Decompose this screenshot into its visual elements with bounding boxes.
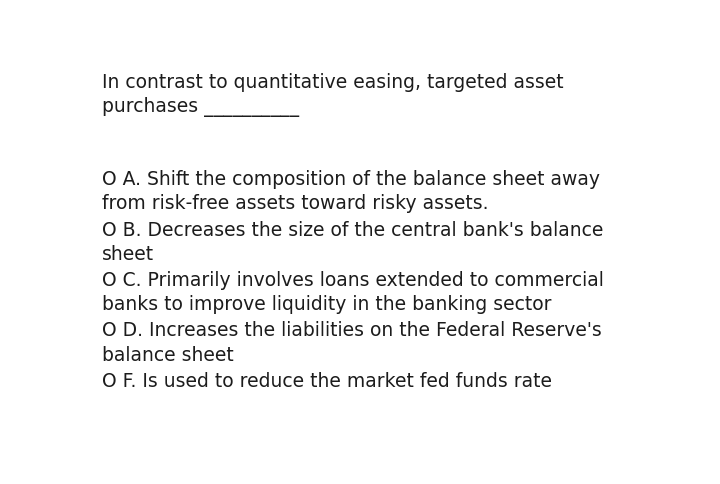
Text: O D. Increases the liabilities on the Federal Reserve's
balance sheet: O D. Increases the liabilities on the Fe… xyxy=(102,321,602,364)
Text: O F. Is used to reduce the market fed funds rate: O F. Is used to reduce the market fed fu… xyxy=(102,371,552,390)
Text: O B. Decreases the size of the central bank's balance
sheet: O B. Decreases the size of the central b… xyxy=(102,220,603,263)
Text: O A. Shift the composition of the balance sheet away
from risk-free assets towar: O A. Shift the composition of the balanc… xyxy=(102,170,600,213)
Text: O C. Primarily involves loans extended to commercial
banks to improve liquidity : O C. Primarily involves loans extended t… xyxy=(102,271,604,314)
Text: In contrast to quantitative easing, targeted asset
purchases __________: In contrast to quantitative easing, targ… xyxy=(102,73,564,117)
